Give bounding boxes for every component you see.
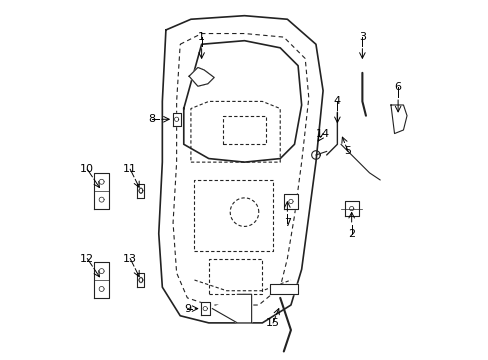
Text: 13: 13 (123, 253, 137, 264)
Text: 2: 2 (347, 229, 354, 239)
Text: 10: 10 (80, 164, 94, 174)
Text: 12: 12 (80, 253, 94, 264)
Text: 9: 9 (183, 303, 190, 314)
Polygon shape (189, 67, 214, 86)
Polygon shape (94, 262, 109, 298)
Text: 11: 11 (123, 164, 137, 174)
Text: 4: 4 (333, 96, 340, 107)
Text: 15: 15 (265, 318, 280, 328)
Polygon shape (137, 184, 144, 198)
Polygon shape (212, 294, 251, 323)
Text: 7: 7 (283, 218, 290, 228)
Text: 8: 8 (148, 114, 155, 124)
Text: 5: 5 (344, 147, 351, 157)
Polygon shape (283, 194, 298, 208)
Polygon shape (344, 202, 358, 216)
Text: 1: 1 (198, 32, 204, 42)
Text: 6: 6 (394, 82, 401, 92)
Polygon shape (137, 273, 144, 287)
Polygon shape (390, 105, 406, 134)
Text: 14: 14 (315, 129, 329, 139)
Polygon shape (269, 284, 298, 294)
Polygon shape (94, 173, 109, 208)
Polygon shape (172, 113, 180, 126)
Text: 3: 3 (358, 32, 365, 42)
Polygon shape (201, 302, 209, 315)
